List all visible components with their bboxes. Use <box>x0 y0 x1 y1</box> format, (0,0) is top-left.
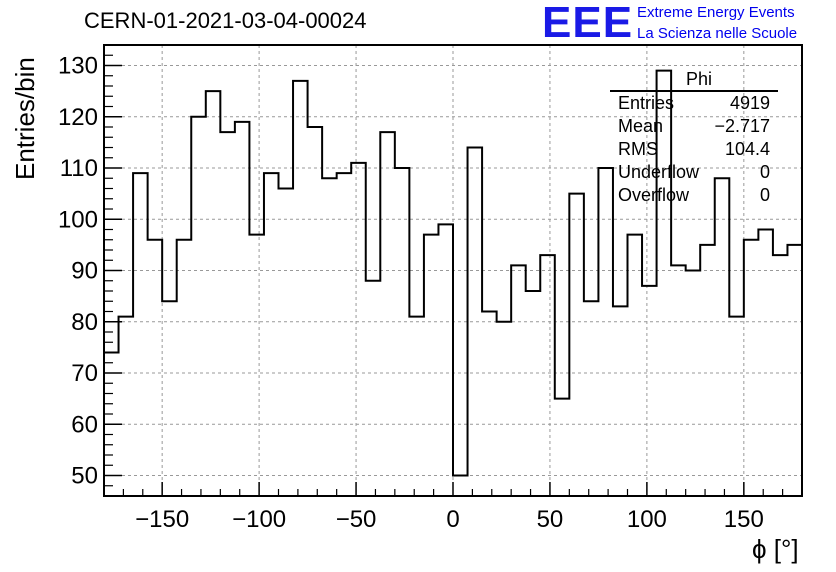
x-tick-label: 0 <box>446 506 459 533</box>
x-tick-label: −150 <box>135 506 189 533</box>
eee-logo: EEE <box>542 0 634 47</box>
y-tick-label: 130 <box>58 53 98 80</box>
stats-row-mean: Mean −2.717 <box>610 115 778 138</box>
y-tick-label: 80 <box>71 309 98 336</box>
stats-key: Overflow <box>618 185 690 205</box>
stats-key: Mean <box>618 116 664 136</box>
axis-tick-labels: −150 −100 −50 0 50 100 150 50 60 70 80 90 100 110 120 1… <box>58 53 764 534</box>
stats-key: RMS <box>618 139 658 159</box>
stats-key: Entries <box>618 93 675 113</box>
y-tick-label: 50 <box>71 463 98 490</box>
stats-row-entries: Entries 4919 <box>610 92 778 115</box>
logo-caption-line2: La Scienza nelle Scuole <box>637 25 798 42</box>
stats-value: 0 <box>759 185 770 205</box>
y-tick-label: 120 <box>58 104 98 131</box>
axis-ticks <box>104 44 784 496</box>
stats-divider <box>610 90 778 92</box>
stats-value: 104.4 <box>724 139 770 159</box>
y-tick-label: 70 <box>71 360 98 387</box>
y-tick-label: 100 <box>58 206 98 233</box>
stats-box: Phi Entries 4919 Mean −2.717 RMS 104.4 U… <box>610 68 778 207</box>
x-tick-label: −50 <box>336 506 377 533</box>
stats-row-rms: RMS 104.4 <box>610 138 778 161</box>
y-tick-label: 90 <box>71 258 98 285</box>
run-title: CERN-01-2021-03-04-00024 <box>84 8 367 33</box>
stats-row-underflow: Underflow 0 <box>610 161 778 184</box>
stats-title: Phi <box>685 69 712 89</box>
x-axis-label: ϕ [°] <box>752 534 799 564</box>
x-tick-label: 150 <box>724 506 764 533</box>
x-tick-label: 100 <box>627 506 667 533</box>
y-axis-label: Entries/bin <box>10 57 40 180</box>
x-tick-label: 50 <box>537 506 564 533</box>
plot-frame <box>103 44 803 497</box>
histogram-step-line <box>104 69 802 477</box>
y-tick-label: 110 <box>60 155 98 182</box>
stats-value: 4919 <box>729 93 770 113</box>
logo-caption-line1: Extreme Energy Events <box>637 4 795 21</box>
y-axis-label-wrap: Entries/bin <box>2 57 42 180</box>
stats-value: −2.717 <box>714 116 770 136</box>
x-tick-label: −100 <box>232 506 286 533</box>
y-tick-label: 60 <box>71 411 98 438</box>
stats-row-overflow: Overflow 0 <box>610 184 778 207</box>
stats-value: 0 <box>759 162 770 182</box>
stats-key: Underflow <box>618 162 700 182</box>
